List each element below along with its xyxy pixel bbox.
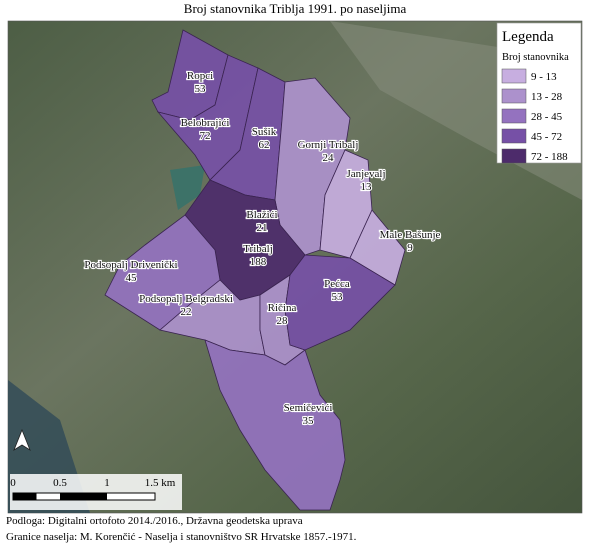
region-value: 188 [250, 256, 267, 268]
region-name: Pećca [324, 278, 350, 290]
region-name: Ričina [268, 302, 297, 314]
region-name: Janjevalj [346, 168, 385, 180]
legend-swatch [501, 108, 527, 124]
legend-label: 13 - 28 [531, 91, 563, 103]
legend-swatch [501, 68, 527, 84]
region-value: 21 [257, 222, 268, 234]
region-name: Tribalj [243, 243, 273, 255]
legend-label: 28 - 45 [531, 111, 563, 123]
region-name: Podsopalj Drivenički [84, 259, 177, 271]
region-name: Podsopalj Belgradski [139, 293, 233, 305]
legend-label: 9 - 13 [531, 71, 557, 83]
region-name: Semičevići [284, 402, 333, 414]
region-value: 53 [195, 83, 207, 95]
region-value: 9 [407, 242, 413, 254]
footnote: Granice naselja: M. Korenčić - Naselja i… [6, 531, 357, 543]
region-name: Belobrajići [181, 117, 230, 129]
scale-label: 0 [10, 477, 16, 489]
legend-label: 72 - 188 [531, 151, 568, 163]
region-value: 22 [181, 306, 192, 318]
legend-title: Legenda [502, 29, 554, 45]
region [204, 339, 346, 511]
region-value: 53 [332, 291, 344, 303]
region-value: 72 [200, 130, 211, 142]
region-value: 35 [303, 415, 315, 427]
legend-label: 45 - 72 [531, 131, 562, 143]
north-arrow-icon [13, 428, 31, 451]
region-value: 24 [323, 152, 335, 164]
legend-swatch [501, 128, 527, 144]
scale-label: 0.5 [53, 477, 67, 489]
region-name: Sušik [252, 126, 277, 138]
legend-subtitle: Broj stanovnika [502, 52, 569, 63]
region-value: 45 [126, 272, 138, 284]
regions [104, 29, 406, 511]
scale-segment [13, 493, 37, 500]
region-name: Blažići [246, 209, 277, 221]
legend-swatch [501, 88, 527, 104]
legend-swatch [501, 148, 527, 164]
footnote: Podloga: Digitalni ortofoto 2014./2016.,… [6, 515, 303, 527]
region-value: 62 [259, 139, 270, 151]
lake [170, 165, 205, 210]
scale-background [10, 474, 182, 510]
region-name: Ropci [187, 70, 213, 82]
title: Broj stanovnika Triblja 1991. po naselji… [184, 1, 407, 16]
region-value: 28 [277, 315, 289, 327]
region-labels: Ropci 53 Belobrajići 72 Sušik 62 Gornji … [83, 69, 441, 428]
scale-label: 1 [104, 477, 110, 489]
scale-label: 1.5 km [145, 477, 176, 489]
region-name: Male Bašunje [380, 229, 441, 241]
scale-segment [60, 493, 107, 500]
region-value: 13 [361, 181, 373, 193]
north-arrow [13, 428, 31, 451]
scale-bar: 0 0.5 1 1.5 km [10, 474, 182, 510]
legend: Legenda Broj stanovnika 9 - 13 13 - 28 28 … [496, 22, 582, 164]
region-name: Gornji Tribalj [298, 139, 359, 151]
legend-items: 9 - 13 13 - 28 28 - 45 45 - 72 72 - 188 [501, 68, 568, 164]
